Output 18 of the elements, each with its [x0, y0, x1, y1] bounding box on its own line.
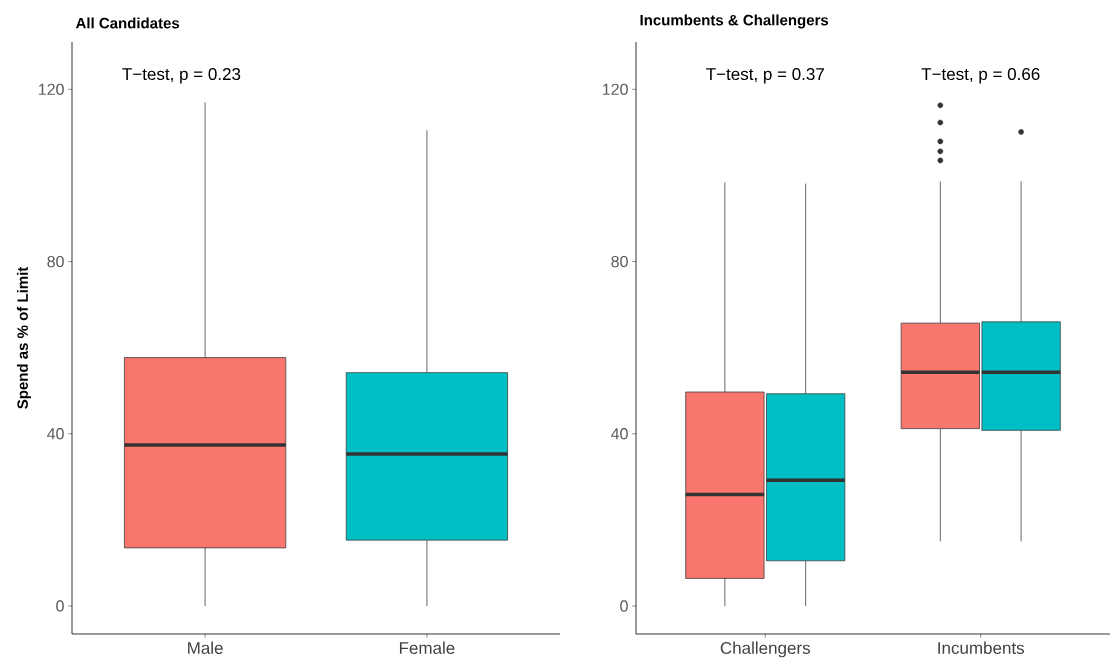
y-tick-label: 80	[611, 255, 628, 268]
y-tick-label: 0	[620, 600, 628, 612]
y-tick-label: 120	[603, 83, 628, 96]
x-tick-label: Incumbents	[938, 641, 1025, 655]
annotation: T−test, p = 0.37	[706, 68, 824, 84]
y-tick-label: 40	[611, 428, 628, 440]
chart-title: Incumbents & Challengers	[640, 14, 829, 29]
y-tick-label: 120	[39, 83, 64, 96]
y-tick-label: 0	[56, 600, 64, 612]
x-tick-label: Challengers	[720, 641, 810, 658]
x-tick-label: Female	[399, 641, 455, 655]
y-tick-label: 80	[47, 255, 64, 268]
x-tick-label: Male	[188, 641, 223, 655]
annotation: T−test, p = 0.66	[921, 68, 1040, 84]
chart-title: All Candidates	[75, 17, 180, 29]
annotation: T−test, p = 0.23	[122, 68, 241, 84]
y-tick-label: 40	[47, 428, 64, 440]
y-axis-title: Spend as % of Limit	[16, 266, 31, 409]
